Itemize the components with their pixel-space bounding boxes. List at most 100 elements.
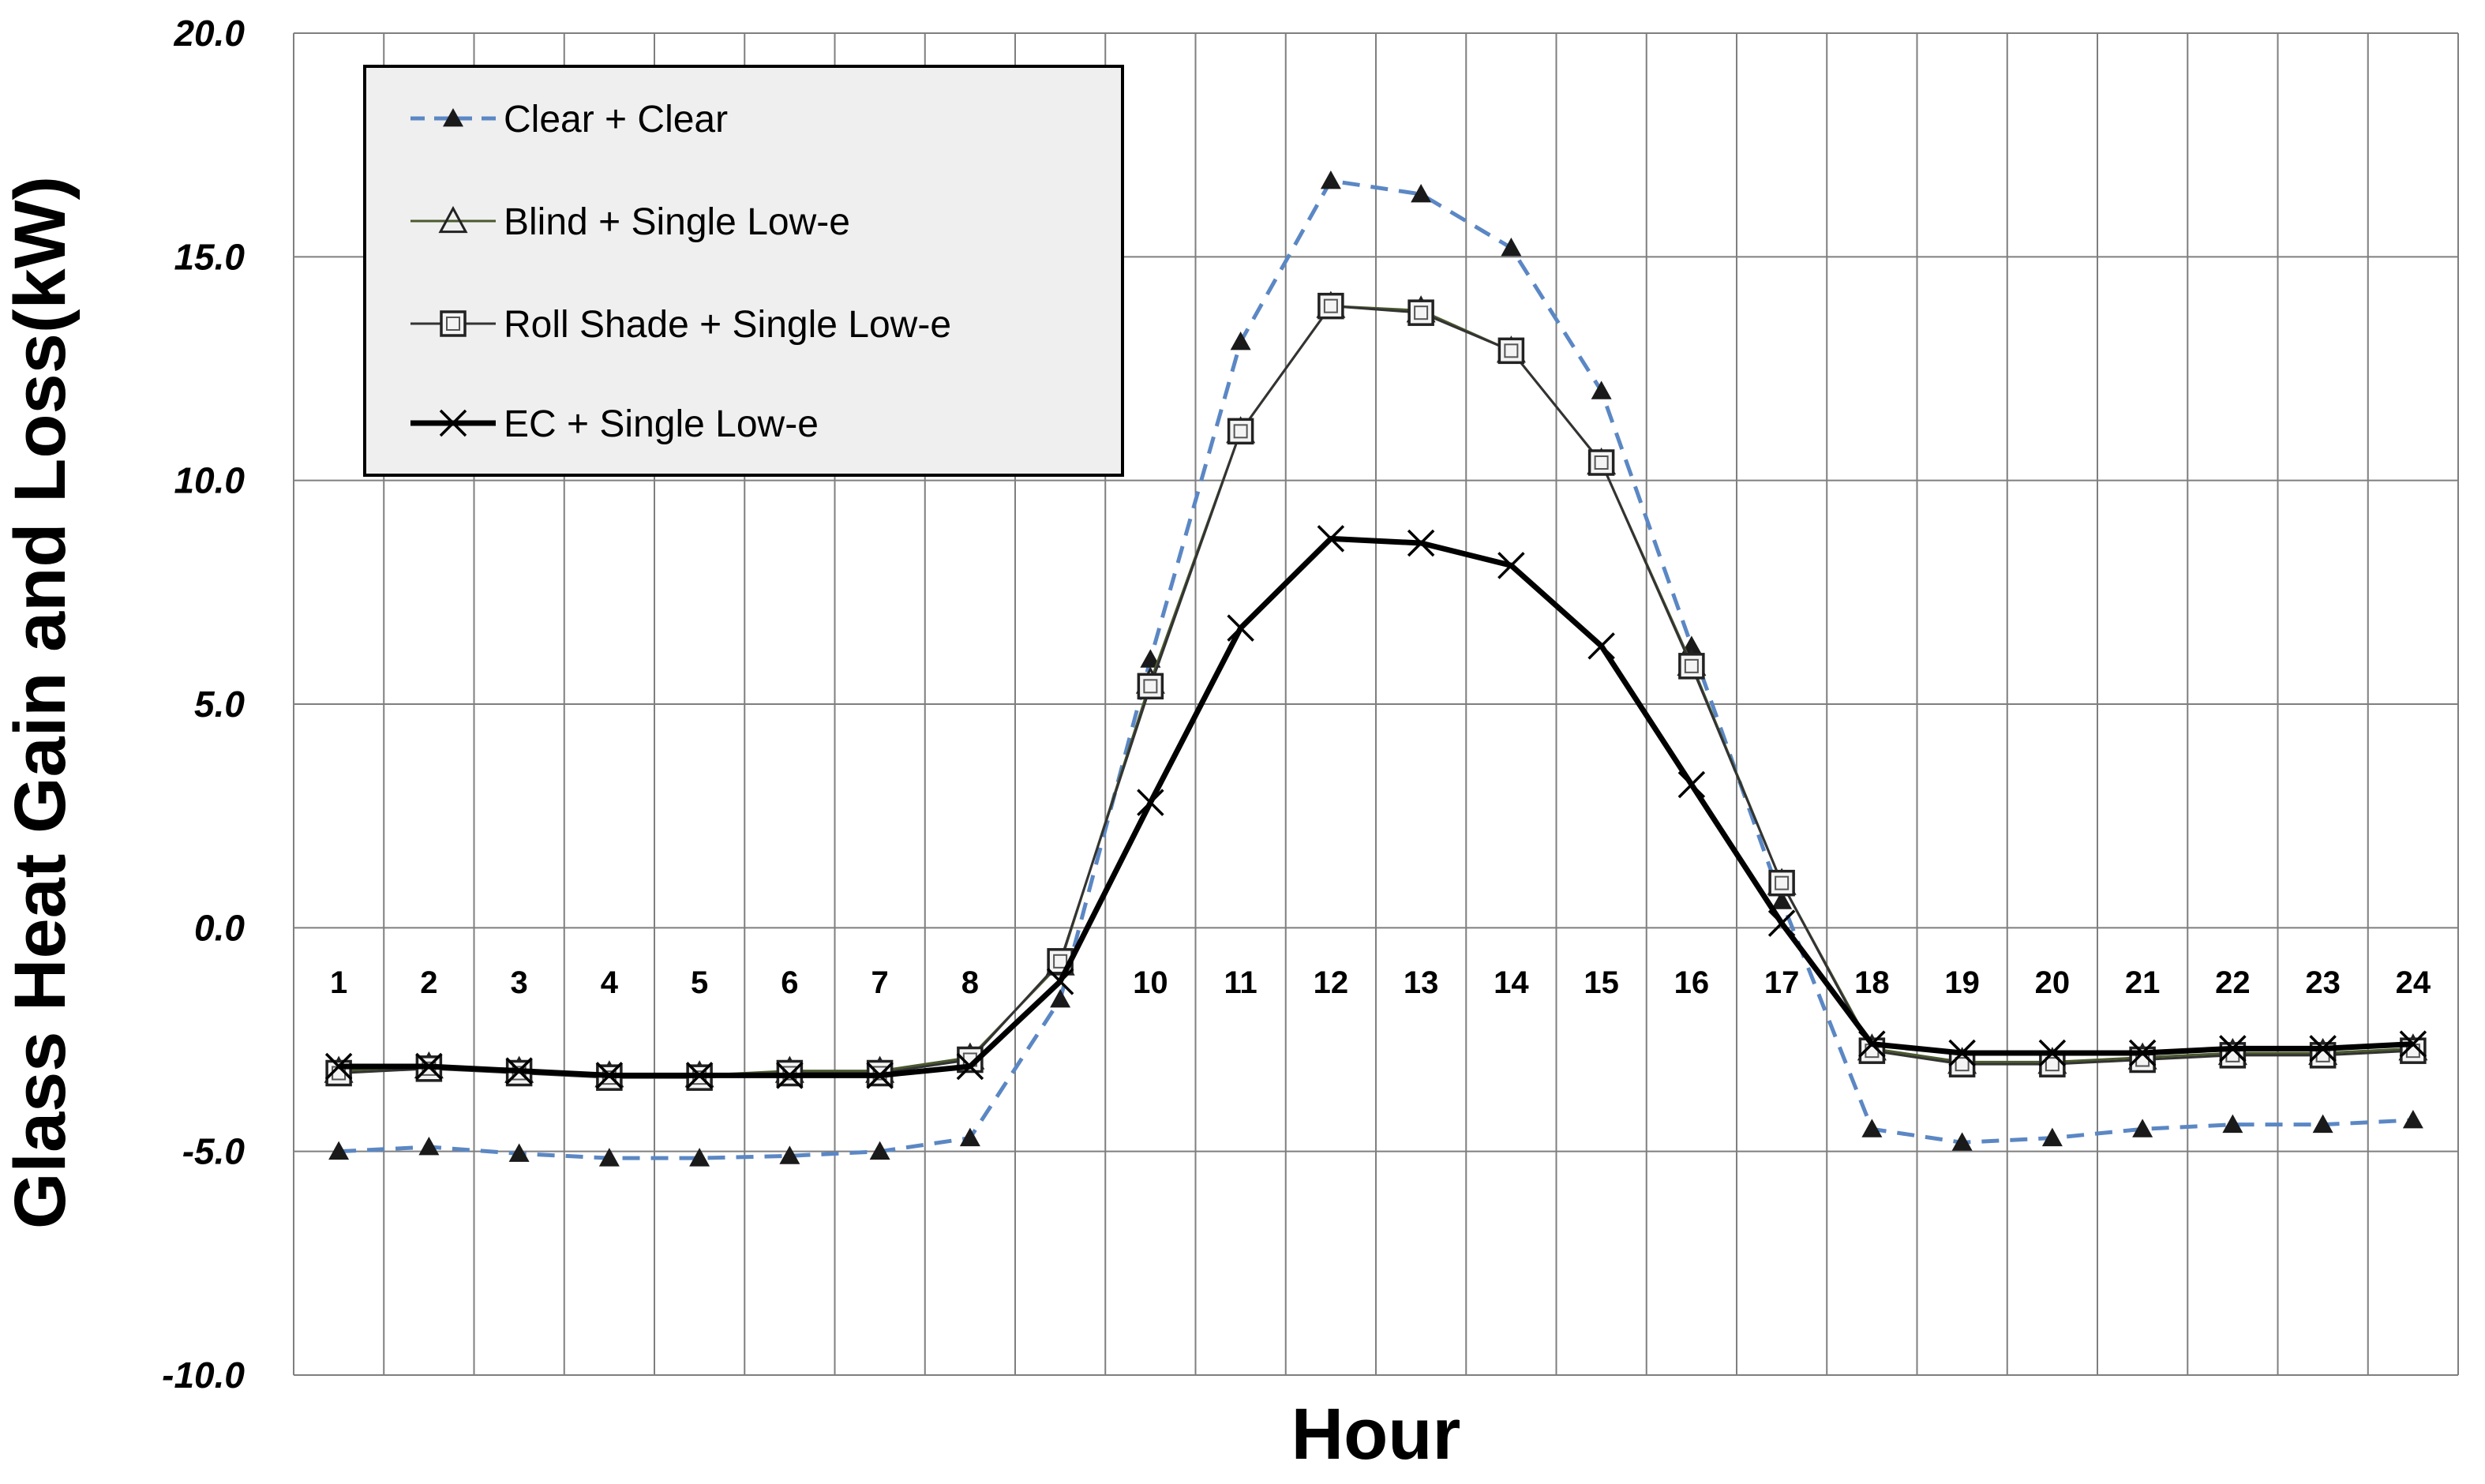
- series-3-point: [1497, 337, 1525, 365]
- series-4-point: [1767, 909, 1796, 937]
- series-line-1: [339, 178, 2413, 1160]
- y-tick-label: 5.0: [194, 684, 245, 725]
- series-4-point: [2219, 1035, 2247, 1062]
- x-tick-label: 11: [1224, 965, 1257, 1000]
- series-1-point: [1411, 184, 1432, 203]
- y-tick-label: 0.0: [194, 907, 245, 948]
- x-tick-label: 10: [1133, 965, 1168, 1000]
- y-tick-label: -5.0: [182, 1131, 246, 1172]
- legend-item-1: Clear + Clear: [410, 99, 728, 141]
- series-4-point: [1948, 1039, 1976, 1067]
- x-tick-label: 24: [2396, 965, 2431, 1000]
- x-tick-label: 5: [691, 965, 708, 1000]
- series-1-point: [2402, 1110, 2423, 1129]
- series-4-point: [2038, 1039, 2067, 1067]
- series-4-point: [956, 1052, 984, 1081]
- y-tick-labels: -10.0 -5.0 0.0 5.0 10.0 15.0 20.0: [162, 13, 245, 1396]
- series-1-point: [2132, 1119, 2153, 1137]
- y-tick-label: 20.0: [173, 13, 245, 54]
- legend-swatch-marker: [443, 108, 463, 127]
- series-4-point: [1046, 968, 1074, 995]
- series-3-point: [1948, 1051, 1976, 1077]
- legend-label: Blind + Single Low-e: [504, 201, 850, 243]
- legend: Clear + Clear Blind + Single Low-e Roll Sh…: [363, 65, 1124, 477]
- x-tick-label: 6: [781, 965, 798, 1000]
- series-1-point: [508, 1143, 530, 1162]
- legend-label: Roll Shade + Single Low-e: [504, 304, 951, 346]
- x-tick-label: 1: [330, 965, 347, 1000]
- x-tick-label: 8: [961, 965, 979, 1000]
- series-1-point: [1591, 380, 1612, 399]
- series-3-point: [1227, 418, 1254, 445]
- x-tick-label: 3: [511, 965, 528, 1000]
- series-4: [324, 525, 2427, 1089]
- series-3-point: [1407, 299, 1434, 326]
- x-tick-label: 7: [871, 965, 889, 1000]
- series-4-point: [776, 1062, 804, 1089]
- series-3-point: [2039, 1051, 2066, 1077]
- legend-box: [363, 65, 1124, 477]
- x-axis-title: Hour: [1291, 1394, 1461, 1475]
- legend-swatch-marker: [439, 409, 467, 437]
- series-1-point: [418, 1137, 440, 1156]
- series-3-point: [1768, 869, 1795, 897]
- series-4-point: [1858, 1030, 1886, 1058]
- series-1-point: [869, 1141, 890, 1160]
- x-tick-label: 15: [1584, 965, 1619, 1000]
- series-1-point: [1501, 238, 1522, 257]
- legend-item-2: Blind + Single Low-e: [410, 201, 850, 243]
- x-tick-label: 17: [1764, 965, 1800, 1000]
- x-tick-label: 14: [1494, 965, 1529, 1000]
- series-1-point: [1861, 1119, 1883, 1137]
- series-3-point: [1678, 653, 1705, 680]
- series-1-point: [1771, 890, 1793, 909]
- series-1-point: [1140, 649, 1161, 668]
- series-4-point: [505, 1057, 533, 1085]
- series-4-point: [2128, 1039, 2157, 1067]
- x-tick-label: 23: [2305, 965, 2341, 1000]
- series-1-point: [598, 1148, 620, 1167]
- series-line-4: [339, 535, 2414, 1078]
- x-tick-label: 20: [2035, 965, 2071, 1000]
- x-tick-label: 12: [1314, 965, 1349, 1000]
- legend-item-4: EC + Single Low-e: [410, 403, 819, 445]
- series-1-point: [1951, 1132, 1973, 1151]
- series-4-point: [595, 1062, 624, 1089]
- series-1-point: [1050, 989, 1071, 1008]
- x-tick-label: 2: [420, 965, 437, 1000]
- series-4-point: [2399, 1030, 2427, 1058]
- series-4-point: [685, 1062, 714, 1089]
- series-4-point: [1137, 789, 1164, 816]
- y-axis-title: Glass Heat Gain and Loss(kW): [0, 176, 81, 1229]
- x-tick-label: 22: [2215, 965, 2251, 1000]
- legend-item-3: Roll Shade + Single Low-e: [410, 304, 951, 346]
- x-tick-label: 16: [1674, 965, 1710, 1000]
- series-1-point: [1230, 332, 1251, 350]
- series-1-point: [2041, 1127, 2063, 1147]
- series-1-point: [2312, 1114, 2333, 1134]
- series-4-point: [1227, 614, 1254, 642]
- y-tick-label: 10.0: [174, 460, 245, 501]
- series-4-point: [1317, 525, 1345, 553]
- series-1-point: [779, 1145, 800, 1164]
- series-1-point: [2222, 1114, 2243, 1134]
- legend-label: EC + Single Low-e: [504, 403, 819, 445]
- series-4-point: [1407, 529, 1435, 557]
- x-tick-label: 18: [1854, 965, 1890, 1000]
- x-tick-label: 19: [1944, 965, 1980, 1000]
- series-4-point: [2309, 1035, 2337, 1062]
- y-tick-label: -10.0: [162, 1355, 245, 1396]
- series-4-point: [1587, 632, 1615, 660]
- y-tick-label: 15.0: [174, 236, 245, 277]
- series-1-point: [959, 1127, 980, 1147]
- series-3-point: [1587, 449, 1615, 476]
- legend-label: Clear + Clear: [504, 99, 728, 141]
- legend-swatch-marker: [438, 205, 468, 234]
- series-4-point: [1497, 552, 1525, 579]
- x-tick-label: 21: [2125, 965, 2161, 1000]
- series-4-point: [324, 1052, 353, 1081]
- legend-swatch-marker: [440, 310, 467, 337]
- series-3-point: [1317, 292, 1344, 320]
- series-4-point: [866, 1062, 894, 1089]
